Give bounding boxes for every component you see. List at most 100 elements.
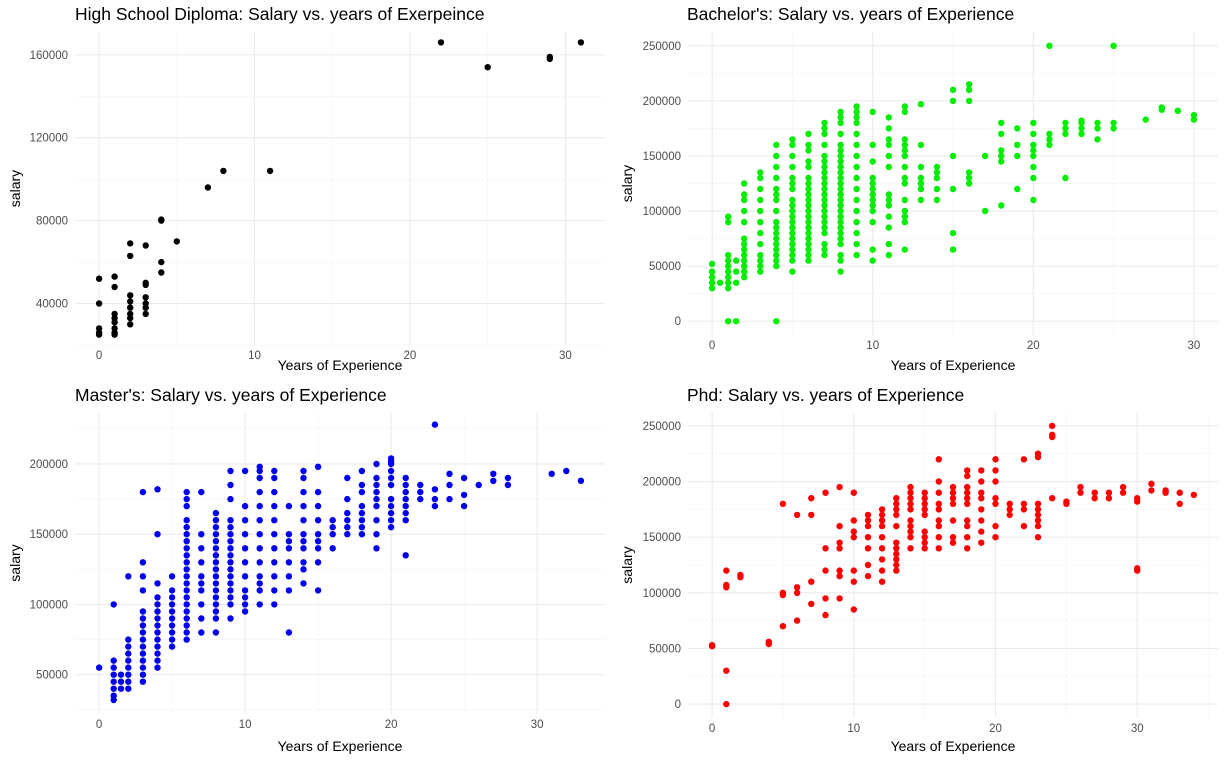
data-point (1077, 489, 1084, 496)
y-tick-label: 100000 (643, 206, 681, 218)
data-point (821, 196, 828, 204)
data-point (933, 185, 941, 193)
data-point (837, 268, 844, 275)
data-point (723, 700, 730, 708)
data-point (212, 573, 220, 580)
data-point (1062, 119, 1069, 127)
data-point (878, 517, 886, 524)
data-point (139, 671, 147, 678)
data-point (227, 615, 234, 622)
data-point (1158, 104, 1166, 111)
data-point (1119, 483, 1127, 491)
data-point (935, 456, 942, 463)
data-point (227, 573, 234, 580)
data-point (773, 224, 780, 231)
data-point (869, 196, 876, 204)
data-point (1034, 517, 1042, 524)
data-point (183, 629, 190, 636)
data-point (850, 567, 857, 574)
data-point (402, 474, 409, 482)
data-point (344, 495, 351, 503)
y-tick-label: 0 (675, 316, 681, 328)
data-point (789, 163, 796, 171)
data-point (314, 587, 322, 594)
data-point (773, 163, 780, 171)
data-point (757, 174, 764, 182)
data-point (111, 310, 118, 318)
data-point (127, 240, 134, 247)
data-point (212, 566, 220, 573)
data-point (773, 218, 780, 226)
data-point (837, 218, 844, 226)
data-point (921, 500, 928, 507)
data-point (417, 481, 424, 489)
data-point (1049, 422, 1056, 430)
data-point (917, 180, 925, 187)
x-axis-label: Years of Experience (278, 357, 403, 373)
data-point (757, 257, 764, 264)
data-point (773, 207, 780, 215)
data-point (256, 502, 263, 510)
data-point (387, 495, 395, 503)
data-point (779, 589, 787, 596)
data-point (965, 81, 973, 88)
chart-title: Bachelor's: Salary vs. years of Experien… (687, 4, 1014, 24)
data-point (773, 174, 780, 182)
data-point (901, 246, 908, 253)
y-tick-label: 40000 (36, 299, 68, 311)
data-point (168, 636, 176, 643)
data-point (1190, 112, 1198, 119)
data-point (300, 531, 307, 538)
data-point (198, 531, 205, 538)
data-point (998, 202, 1005, 209)
data-point (1014, 141, 1021, 149)
data-point (921, 539, 928, 546)
data-point (992, 500, 999, 507)
data-point (198, 580, 205, 587)
data-point (111, 273, 118, 280)
x-axis-label: Years of Experience (891, 738, 1016, 754)
data-point (757, 251, 764, 259)
y-tick-label: 250000 (643, 41, 681, 53)
data-point (117, 685, 125, 692)
data-point (878, 511, 886, 519)
data-point (139, 643, 147, 650)
data-point (965, 180, 973, 187)
data-point (256, 601, 263, 608)
data-point (805, 257, 812, 264)
data-point (821, 207, 828, 215)
data-point (212, 559, 220, 566)
data-point (789, 235, 796, 242)
data-point (212, 524, 220, 531)
data-point (837, 147, 844, 154)
data-point (402, 502, 409, 510)
x-tick-label: 30 (1188, 340, 1201, 352)
y-tick-label: 100000 (30, 599, 68, 611)
data-point (965, 97, 973, 105)
data-point (708, 274, 716, 281)
data-point (789, 141, 796, 149)
data-point (821, 141, 828, 149)
data-point (978, 495, 985, 502)
data-point (285, 587, 293, 594)
data-point (808, 578, 815, 585)
data-point (285, 545, 293, 552)
data-point (431, 495, 439, 503)
data-point (869, 257, 876, 264)
data-point (741, 240, 748, 248)
data-point (1034, 534, 1042, 541)
data-point (110, 601, 117, 608)
data-point (358, 524, 366, 531)
data-point (869, 218, 876, 226)
data-point (885, 125, 892, 132)
data-point (110, 657, 117, 664)
data-point (271, 545, 278, 552)
data-point (446, 481, 453, 489)
data-point (837, 114, 844, 121)
data-point (154, 643, 161, 650)
data-point (935, 517, 942, 524)
data-point (935, 489, 942, 496)
data-point (757, 169, 764, 176)
data-point (460, 474, 468, 482)
